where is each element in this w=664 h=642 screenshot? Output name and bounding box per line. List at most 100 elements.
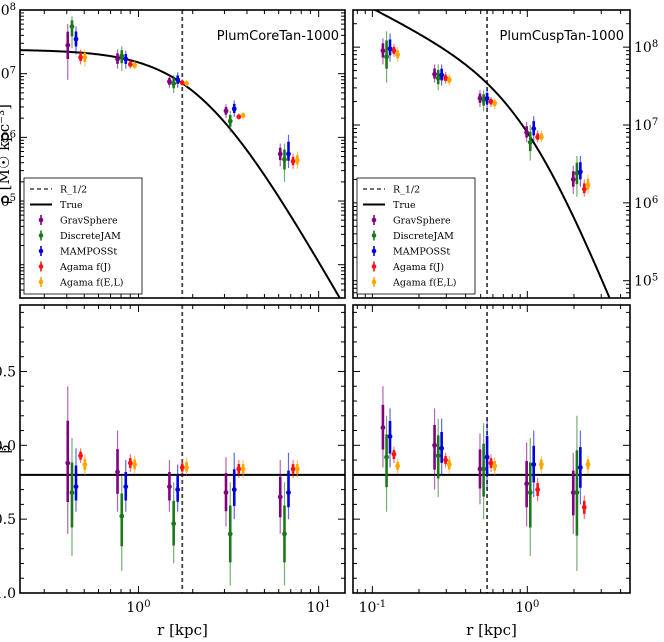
legend-label: MAMPOSSt (393, 247, 450, 258)
point-agama-fj (78, 55, 83, 60)
point-agama-fel (82, 55, 88, 60)
point-agama-fel (184, 465, 189, 470)
plot-area-br (353, 305, 630, 593)
true-profile-line (373, 10, 611, 298)
legend-label: Agama f(E,L) (59, 278, 124, 289)
y-axis-label: β̃ (0, 445, 13, 454)
point-mamposst (387, 46, 393, 52)
point-agama-fel (446, 77, 452, 83)
point-discretejam (69, 490, 75, 495)
legend-tl: R_1/2 True GravSphere DiscreteJAM MAMPOSSt Ag… (23, 177, 143, 295)
legend-box (356, 177, 476, 295)
point-agama-fj (581, 186, 587, 192)
panel-title: PlumCuspTan-1000 (500, 29, 624, 44)
y-tick-label: 108 (634, 39, 658, 57)
legend-marker-gravsphere (38, 217, 44, 223)
point-agama-fj (179, 80, 185, 86)
point-discretejam (227, 531, 233, 537)
plot-area-bl (20, 305, 345, 593)
point-agama-fj (391, 451, 397, 457)
point-agama-fj (443, 75, 448, 81)
panel-density-cusp: 105 106 107 108 PlumCuspTan-1000 (352, 9, 658, 299)
point-agama-fel (538, 134, 544, 140)
legend-label: Agama f(J) (59, 262, 111, 273)
point-gravsphere (167, 484, 172, 490)
y-tick-label: 107 (634, 117, 658, 135)
ticks-br (353, 305, 630, 594)
panel-density-core: 105 106 107 108 PlumCoreTan-1000 ρ [M☉ kpc⁻³] (0, 2, 346, 299)
point-discretejam (574, 490, 580, 495)
x-tick-label: 10-1 (359, 599, 387, 617)
legend-marker-agama-fj (371, 264, 377, 269)
axes-frame (352, 304, 631, 594)
legend-label: True (393, 200, 416, 211)
point-agama-fel (184, 81, 189, 86)
point-mamposst (439, 445, 445, 451)
legend-marker-agama-fel (371, 279, 377, 285)
point-mamposst (123, 484, 129, 490)
point-agama-fj (236, 466, 242, 472)
y-tick-label: 0.0 (0, 438, 16, 454)
legend-label: Agama f(J) (392, 262, 444, 273)
point-gravsphere (570, 490, 576, 495)
plot-area-tr (373, 10, 611, 298)
point-agama-fel (538, 462, 544, 467)
point-agama-fel (585, 182, 591, 188)
y-axis-label: ρ [M☉ kpc⁻³] (0, 104, 13, 204)
point-agama-fj (391, 48, 397, 54)
axes-frame (352, 9, 631, 299)
point-agama-fel (294, 466, 300, 472)
point-mamposst (577, 465, 583, 470)
point-gravsphere (167, 79, 172, 85)
y-tick-label: −1.0 (0, 586, 16, 602)
point-discretejam (435, 75, 441, 81)
y-tick-label: 107 (0, 65, 16, 83)
y-tick-label: 105 (634, 272, 658, 290)
point-agama-fj (535, 487, 541, 493)
legend-tr: R_1/2 True GravSphere DiscreteJAM MAMPOSSt Ag… (356, 177, 476, 295)
point-mamposst (73, 484, 79, 490)
legend-label: R_1/2 (60, 185, 87, 196)
point-gravsphere (277, 151, 283, 157)
point-agama-fel (132, 462, 138, 467)
point-mamposst (286, 151, 291, 157)
legend-label: R_1/2 (393, 185, 420, 196)
point-agama-fj (535, 134, 541, 140)
point-gravsphere (223, 108, 229, 114)
legend-label: True (60, 200, 83, 211)
point-mamposst (175, 77, 181, 83)
legend-marker-gravsphere (371, 217, 377, 223)
point-discretejam (227, 118, 233, 124)
point-gravsphere (524, 481, 530, 487)
point-agama-fj (290, 466, 296, 472)
point-discretejam (282, 157, 287, 162)
axes-frame (19, 9, 346, 299)
panel-anisotropy-core: −1.0 −0.5 0.0 0.5 100 101 β̃ r [kpc] (0, 304, 346, 639)
point-discretejam (119, 513, 125, 519)
point-gravsphere (115, 56, 120, 62)
point-discretejam (435, 453, 441, 459)
legend-marker-mamposst (371, 248, 377, 254)
point-gravsphere (524, 130, 530, 135)
legend-label: Agama f(E,L) (392, 278, 457, 289)
point-mamposst (73, 36, 79, 42)
legend-marker-agama-fj (38, 264, 44, 269)
point-mamposst (577, 169, 583, 175)
point-gravsphere (380, 48, 386, 54)
point-gravsphere (380, 425, 386, 430)
point-mamposst (439, 72, 445, 78)
point-gravsphere (223, 490, 229, 495)
point-agama-fel (395, 52, 401, 58)
point-agama-fj (443, 457, 448, 463)
point-mamposst (484, 454, 490, 460)
point-agama-fel (492, 100, 498, 106)
legend-label: GravSphere (60, 216, 118, 227)
point-agama-fj (488, 99, 494, 104)
point-gravsphere (432, 71, 437, 77)
point-agama-fel (132, 62, 138, 68)
point-agama-fj (127, 460, 133, 466)
axes-frame (19, 304, 346, 594)
point-agama-fj (236, 114, 242, 120)
y-tick-label: 106 (0, 129, 16, 147)
